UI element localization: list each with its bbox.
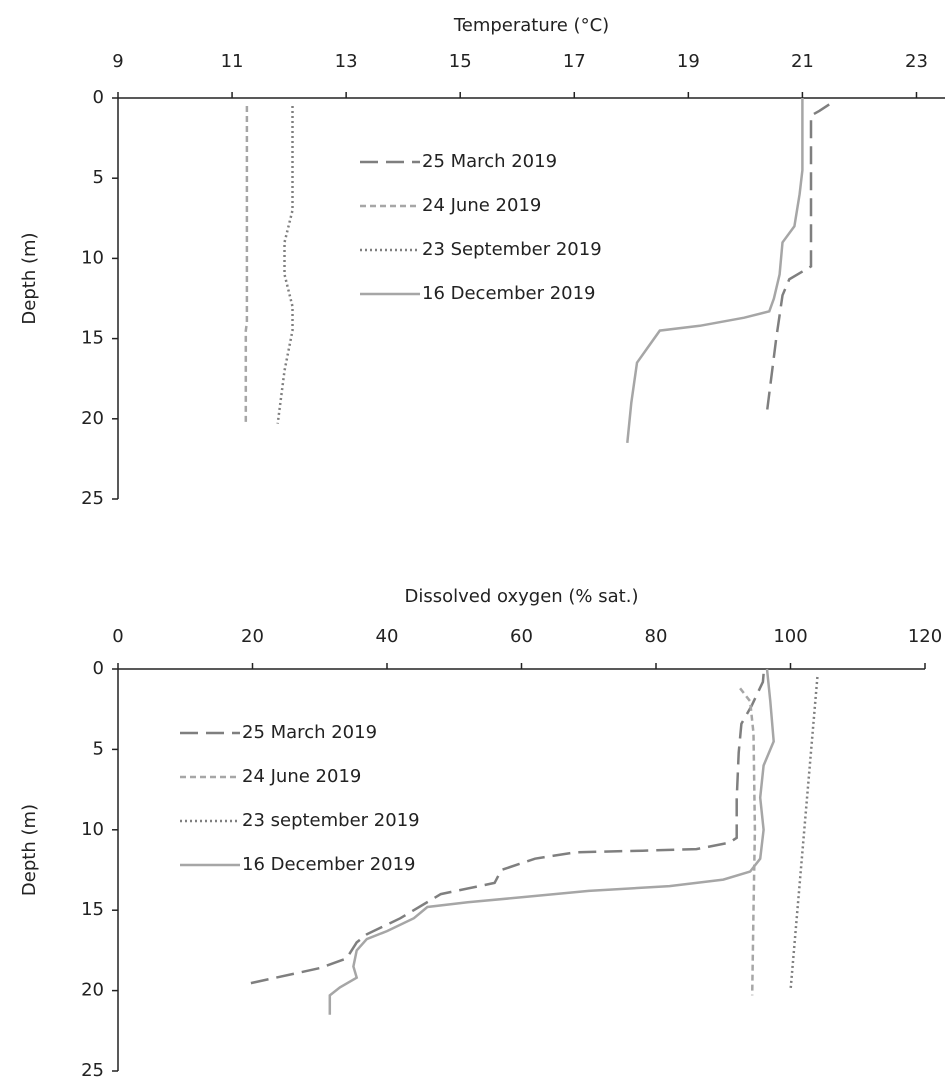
x-tick-label: 60 xyxy=(510,626,533,647)
legend-label: 23 September 2019 xyxy=(422,239,602,260)
profile-line xyxy=(244,106,249,424)
profile-line xyxy=(245,673,765,986)
y-tick-label: 0 xyxy=(93,87,104,108)
x-tick-label: 9 xyxy=(112,51,123,72)
legend-label: 24 June 2019 xyxy=(422,195,541,216)
x-tick-label: 11 xyxy=(221,51,244,72)
y-tick-label: 0 xyxy=(93,658,104,679)
y-tick-label: 15 xyxy=(81,899,104,920)
x-tick-label: 13 xyxy=(335,51,358,72)
legend-label: 16 December 2019 xyxy=(242,854,416,875)
profile-line xyxy=(328,668,775,1015)
y-tick-label: 5 xyxy=(93,738,104,759)
x-tick-label: 23 xyxy=(905,51,928,72)
x-tick-label: 40 xyxy=(376,626,399,647)
y-tick-label: 25 xyxy=(81,1060,104,1081)
y-tick-label: 20 xyxy=(81,408,104,429)
y-tick-label: 10 xyxy=(81,819,104,840)
x-tick-label: 100 xyxy=(773,626,807,647)
chart-title: Temperature (°C) xyxy=(453,15,609,36)
y-tick-label: 20 xyxy=(81,980,104,1001)
profile-line xyxy=(739,687,757,996)
x-tick-label: 17 xyxy=(563,51,586,72)
x-tick-label: 19 xyxy=(677,51,700,72)
x-tick-label: 15 xyxy=(449,51,472,72)
y-tick-label: 10 xyxy=(81,247,104,268)
x-tick-label: 20 xyxy=(241,626,264,647)
y-tick-label: 5 xyxy=(93,167,104,188)
legend-label: 16 December 2019 xyxy=(422,283,596,304)
chart-title: Dissolved oxygen (% sat.) xyxy=(405,586,639,607)
profile-line xyxy=(626,98,804,444)
y-axis-label: Depth (m) xyxy=(19,804,40,896)
legend-label: 25 March 2019 xyxy=(242,722,377,743)
profile-line xyxy=(789,676,819,991)
x-tick-label: 80 xyxy=(645,626,668,647)
legend-label: 23 september 2019 xyxy=(242,810,420,831)
legend-label: 24 June 2019 xyxy=(242,766,361,787)
legend-label: 25 March 2019 xyxy=(422,151,557,172)
x-tick-label: 0 xyxy=(112,626,123,647)
y-tick-label: 15 xyxy=(81,328,104,349)
y-axis-label: Depth (m) xyxy=(19,232,40,324)
x-tick-label: 120 xyxy=(908,626,942,647)
profile-line xyxy=(276,106,294,424)
y-tick-label: 25 xyxy=(81,488,104,509)
profile-line xyxy=(765,103,830,411)
x-tick-label: 21 xyxy=(791,51,814,72)
